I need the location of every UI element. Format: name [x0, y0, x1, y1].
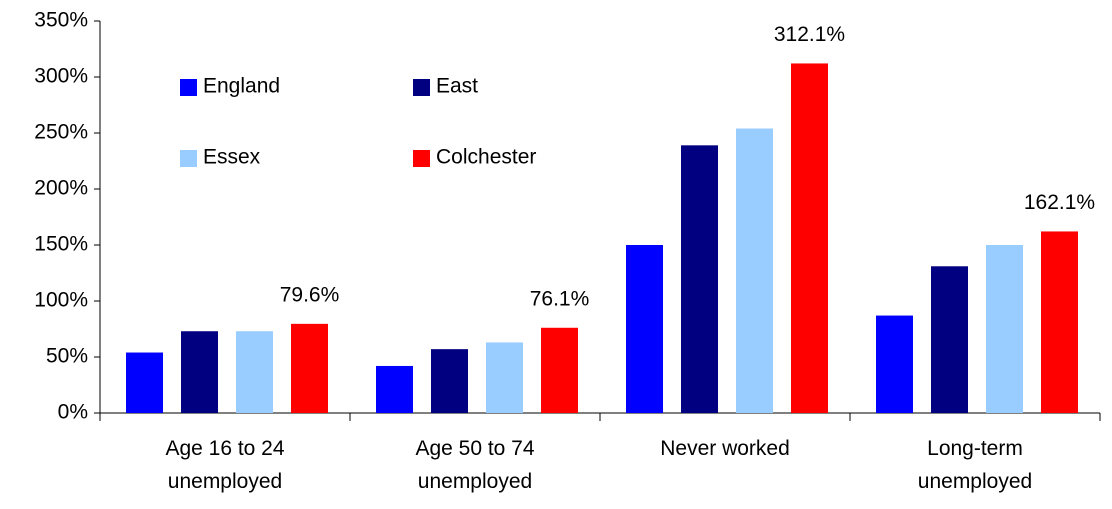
legend-swatch: [180, 79, 197, 96]
legend-swatch: [180, 150, 197, 167]
bar: [181, 331, 218, 413]
x-tick-label: Long-term unemployed: [917, 437, 1033, 493]
x-tick-label: Age 50 to 74 unemployed: [415, 437, 535, 493]
legend-label: Essex: [203, 146, 261, 169]
bar: [736, 128, 773, 413]
y-tick-label: 150%: [34, 233, 88, 256]
bar: [681, 145, 718, 413]
data-label: 79.6%: [280, 283, 340, 306]
legend-swatch: [413, 79, 430, 96]
y-tick-label: 0%: [58, 401, 88, 424]
legend-label: East: [436, 75, 478, 98]
y-tick-label: 250%: [34, 121, 88, 144]
y-tick-label: 350%: [34, 9, 88, 32]
bar: [236, 331, 273, 413]
bar: [931, 266, 968, 413]
bar: [626, 245, 663, 413]
data-label: 312.1%: [774, 23, 845, 46]
legend-label: England: [203, 75, 280, 98]
bar: [291, 323, 328, 413]
bar: [541, 327, 578, 413]
x-tick-label: Never worked: [660, 437, 790, 460]
bar: [431, 349, 468, 413]
data-label: 76.1%: [530, 287, 590, 310]
bar: [126, 352, 163, 413]
bar: [376, 365, 413, 413]
legend-label: Colchester: [436, 146, 536, 169]
data-label: 162.1%: [1024, 191, 1095, 214]
bar: [1041, 231, 1078, 413]
bar: [791, 63, 828, 413]
legend-swatch: [413, 150, 430, 167]
y-tick-label: 200%: [34, 177, 88, 200]
x-tick-label: Age 16 to 24 unemployed: [165, 437, 285, 493]
y-tick-label: 300%: [34, 65, 88, 88]
y-tick-label: 100%: [34, 289, 88, 312]
bar: [486, 342, 523, 413]
bar: [986, 245, 1023, 413]
bar: [876, 315, 913, 413]
y-tick-label: 50%: [46, 345, 88, 368]
